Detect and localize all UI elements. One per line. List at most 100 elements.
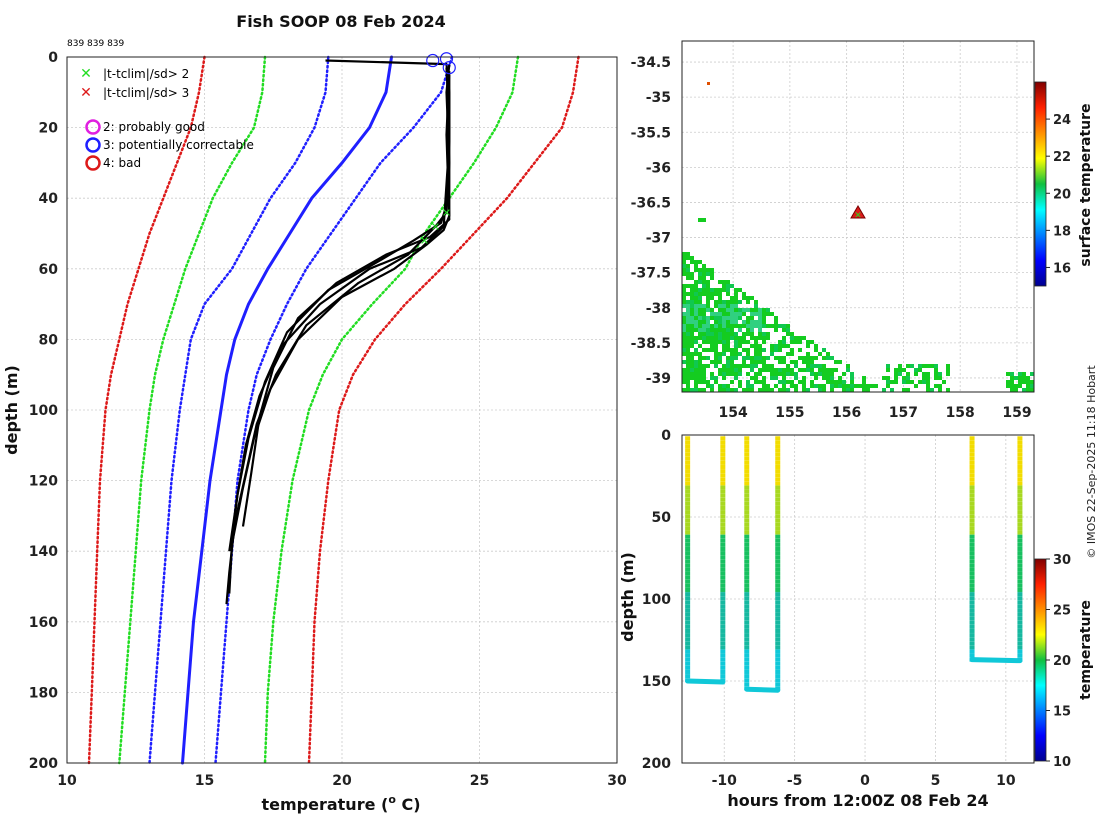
sst-cell [698, 368, 702, 372]
sst-cell [722, 384, 726, 388]
sst-cell [926, 380, 930, 384]
sst-cell [694, 376, 698, 380]
sst-cell [930, 388, 934, 392]
sst-cell [730, 364, 734, 368]
sst-cell [1010, 380, 1014, 384]
ship-position-marker [850, 204, 866, 219]
sst-cell [702, 336, 706, 340]
sst-cell [714, 352, 718, 356]
sst-cell [734, 304, 738, 308]
sst-cell [770, 388, 774, 392]
cast-sample-point [1017, 559, 1023, 564]
sst-cell [934, 368, 938, 372]
sst-cell [714, 328, 718, 332]
sst-cell [1014, 376, 1018, 380]
sst-cell [734, 292, 738, 296]
blue-circle-icon [85, 137, 101, 153]
cast-sample-point [969, 473, 975, 478]
sst-cell [686, 300, 690, 304]
sst-cell [742, 388, 746, 392]
cast-sample-point [720, 464, 726, 469]
sst-cell [722, 336, 726, 340]
sst-cell [902, 368, 906, 372]
sst-cell [770, 372, 774, 376]
cast-sample-point [1017, 649, 1023, 654]
sst-cell [934, 372, 938, 376]
sst-cell [782, 368, 786, 372]
sst-cell [786, 332, 790, 336]
sst-cell [690, 364, 694, 368]
sst-cell [706, 300, 710, 304]
time-y-tick-label: 100 [642, 592, 671, 608]
sst-cell [706, 320, 710, 324]
sst-cell [734, 344, 738, 348]
cast-sample-point [744, 555, 750, 560]
sst-cell [706, 364, 710, 368]
sst-cell [746, 328, 750, 332]
sst-cell [1014, 384, 1018, 388]
sst-cell [782, 328, 786, 332]
cast-sample-point [720, 559, 726, 564]
cast-sample-point [969, 600, 975, 605]
cast-sample-point [720, 633, 726, 638]
sst-cell [874, 384, 878, 388]
sst-cell [926, 384, 930, 388]
sst-cell [726, 332, 730, 336]
ship-qc-marker: ✕ [854, 211, 862, 221]
sst-cell [850, 372, 854, 376]
cast-sample-point [969, 637, 975, 642]
sst-cell [714, 344, 718, 348]
sst-cell [738, 300, 742, 304]
map-y-tick-label: -37 [646, 231, 671, 247]
sst-cell [750, 356, 754, 360]
sst-cell [774, 376, 778, 380]
sst-cell [686, 304, 690, 308]
cast-sample-point [685, 505, 691, 510]
sst-cell [710, 384, 714, 388]
sst-cell [682, 264, 686, 268]
sst-cell [754, 348, 758, 352]
sst-cell [774, 368, 778, 372]
cast-sample-point [720, 620, 726, 625]
y-tick-label: 160 [29, 615, 58, 631]
cast-sample-point [720, 661, 726, 666]
sst-cell [934, 364, 938, 368]
sst-cell [754, 356, 758, 360]
cast-sample-point [1017, 514, 1023, 519]
cast-sample-point [969, 641, 975, 646]
sst-cell [906, 364, 910, 368]
sst-cell [714, 304, 718, 308]
cast-sample-point [1017, 452, 1023, 457]
cast-sample-point [775, 567, 781, 572]
sst-cell [838, 380, 842, 384]
sst-cell [810, 360, 814, 364]
sst-cell [778, 388, 782, 392]
sst-cell [702, 356, 706, 360]
sst-cell [718, 320, 722, 324]
sst-cell [686, 264, 690, 268]
sst-cell [762, 336, 766, 340]
sst-cell [722, 300, 726, 304]
sst-cell [742, 324, 746, 328]
cast-sample-point [775, 661, 781, 666]
cast-sample-point [744, 583, 750, 588]
sst-cell [706, 332, 710, 336]
sst-cell [706, 268, 710, 272]
sst-cell [702, 276, 706, 280]
cast-sample-point [775, 514, 781, 519]
sst-cell [806, 344, 810, 348]
sst-cell [690, 300, 694, 304]
sst-cell [734, 356, 738, 360]
cast-sample-point [1017, 616, 1023, 621]
sst-cell [702, 272, 706, 276]
cast-sample-point [969, 505, 975, 510]
sst-cell [694, 348, 698, 352]
sst-cell [706, 356, 710, 360]
sst-cell [714, 312, 718, 316]
cast-sample-point [969, 464, 975, 469]
legend-flag3: 3: potentially correctable [103, 138, 254, 152]
cast-sample-point [720, 628, 726, 633]
sst-cell [826, 380, 830, 384]
time-colorbar-tick-label: 10 [1053, 755, 1071, 770]
cast-sample-point [775, 456, 781, 461]
